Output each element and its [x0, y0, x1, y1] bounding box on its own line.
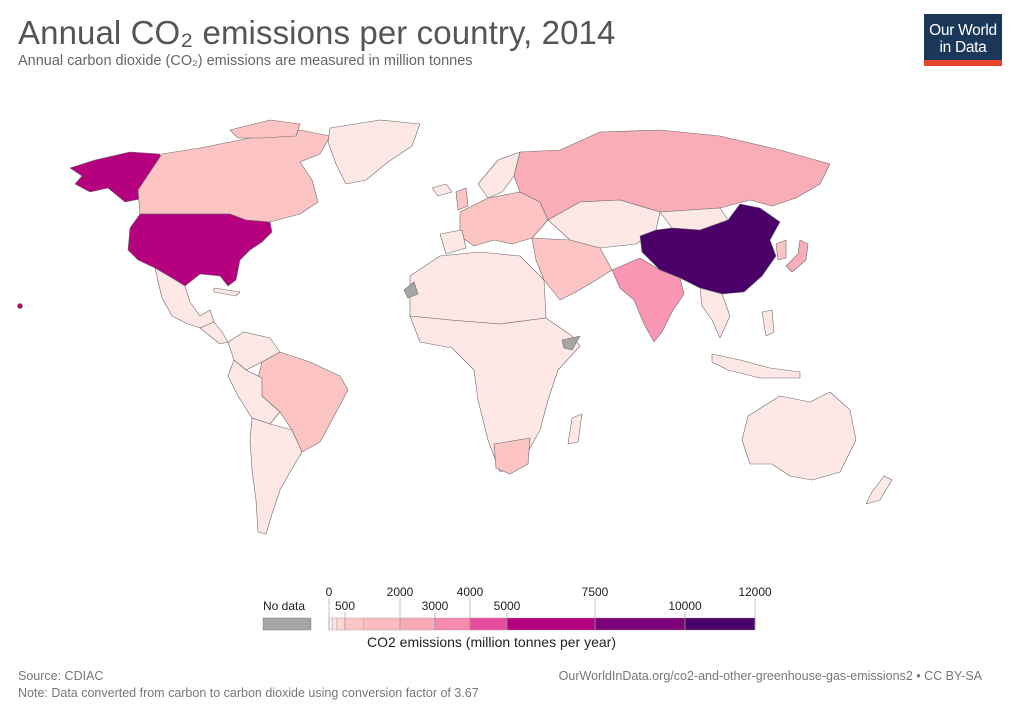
tick-label-12000: 12000	[738, 585, 772, 599]
country-southeast-asia[interactable]	[699, 287, 731, 339]
tick-label-7500: 7500	[582, 585, 609, 599]
logo-line-1: Our World	[929, 22, 997, 39]
scale-bin-9	[594, 617, 686, 631]
country-argentina-chile[interactable]	[249, 417, 303, 535]
country-japan[interactable]	[785, 239, 809, 273]
country-canada[interactable]	[137, 129, 331, 223]
tick-label-0: 0	[326, 585, 333, 599]
country-uk[interactable]	[455, 187, 469, 211]
logo-accent-bar	[924, 60, 1002, 66]
page-title: Annual CO₂ emissions per country, 2014	[18, 14, 616, 51]
country-philippines[interactable]	[761, 309, 775, 337]
country-north-africa[interactable]	[409, 251, 547, 325]
owid-logo[interactable]: Our World in Data	[924, 14, 1002, 66]
source-link[interactable]: OurWorldInData.org/co2-and-other-greenho…	[558, 669, 982, 683]
country-usa[interactable]	[127, 213, 273, 287]
country-madagascar[interactable]	[567, 413, 583, 445]
page-subtitle: Annual carbon dioxide (CO₂) emissions ar…	[18, 53, 473, 69]
country-indonesia[interactable]	[711, 353, 801, 379]
country-scandinavia[interactable]	[477, 151, 521, 199]
scale-bin-6	[434, 617, 471, 631]
country-hawaii[interactable]	[17, 303, 23, 309]
tick-label-500: 500	[335, 599, 355, 613]
country-iceland[interactable]	[431, 183, 453, 197]
country-greenland[interactable]	[327, 119, 421, 185]
color-scale-ticks: 0 2000 4000 7500 12000 500 3000 5000 10000	[326, 585, 772, 630]
tick-label-2000: 2000	[387, 585, 414, 599]
no-data-swatch-group: No data	[262, 599, 312, 631]
country-india[interactable]	[611, 257, 685, 343]
world-map[interactable]	[0, 80, 1020, 560]
scale-bin-7	[469, 617, 508, 631]
country-canada-islands[interactable]	[229, 119, 301, 139]
tick-label-4000: 4000	[457, 585, 484, 599]
tick-label-5000: 5000	[494, 599, 521, 613]
scale-bin-8	[506, 617, 596, 631]
country-sub-saharan-africa[interactable]	[409, 315, 581, 473]
scale-bin-3	[344, 617, 364, 631]
tick-label-10000: 10000	[668, 599, 702, 613]
scale-bin-1	[331, 617, 338, 631]
country-russia[interactable]	[513, 129, 831, 221]
no-data-label: No data	[263, 599, 305, 613]
legend-axis-label: CO2 emissions (million tonnes per year)	[367, 634, 616, 650]
country-new-zealand[interactable]	[865, 475, 893, 505]
scale-bin-10	[684, 617, 756, 631]
scale-bin-4	[363, 617, 401, 631]
map-countries	[17, 119, 893, 535]
country-middle-east[interactable]	[531, 237, 613, 301]
country-china[interactable]	[639, 203, 781, 295]
country-korea[interactable]	[775, 239, 787, 261]
country-south-africa[interactable]	[493, 437, 531, 475]
source-text: Source: CDIAC	[18, 669, 104, 683]
country-mexico[interactable]	[154, 267, 215, 329]
country-cuba[interactable]	[213, 287, 241, 297]
map-legend: No data 0 2000 4000 7500 12000 500 3000 5000 100…	[262, 585, 772, 650]
scale-bin-0	[328, 617, 333, 631]
no-data-swatch	[262, 617, 312, 631]
color-scale	[328, 617, 756, 631]
note-text: Note: Data converted from carbon to carb…	[18, 686, 479, 700]
country-peru-bolivia[interactable]	[227, 359, 281, 425]
country-somalia[interactable]	[561, 335, 581, 351]
scale-bin-5	[399, 617, 436, 631]
country-iberia[interactable]	[439, 229, 467, 255]
tick-label-3000: 3000	[422, 599, 449, 613]
scale-bin-2	[336, 617, 346, 631]
country-australia[interactable]	[741, 391, 857, 481]
country-western-sahara[interactable]	[403, 281, 419, 299]
logo-line-2: in Data	[939, 39, 987, 56]
